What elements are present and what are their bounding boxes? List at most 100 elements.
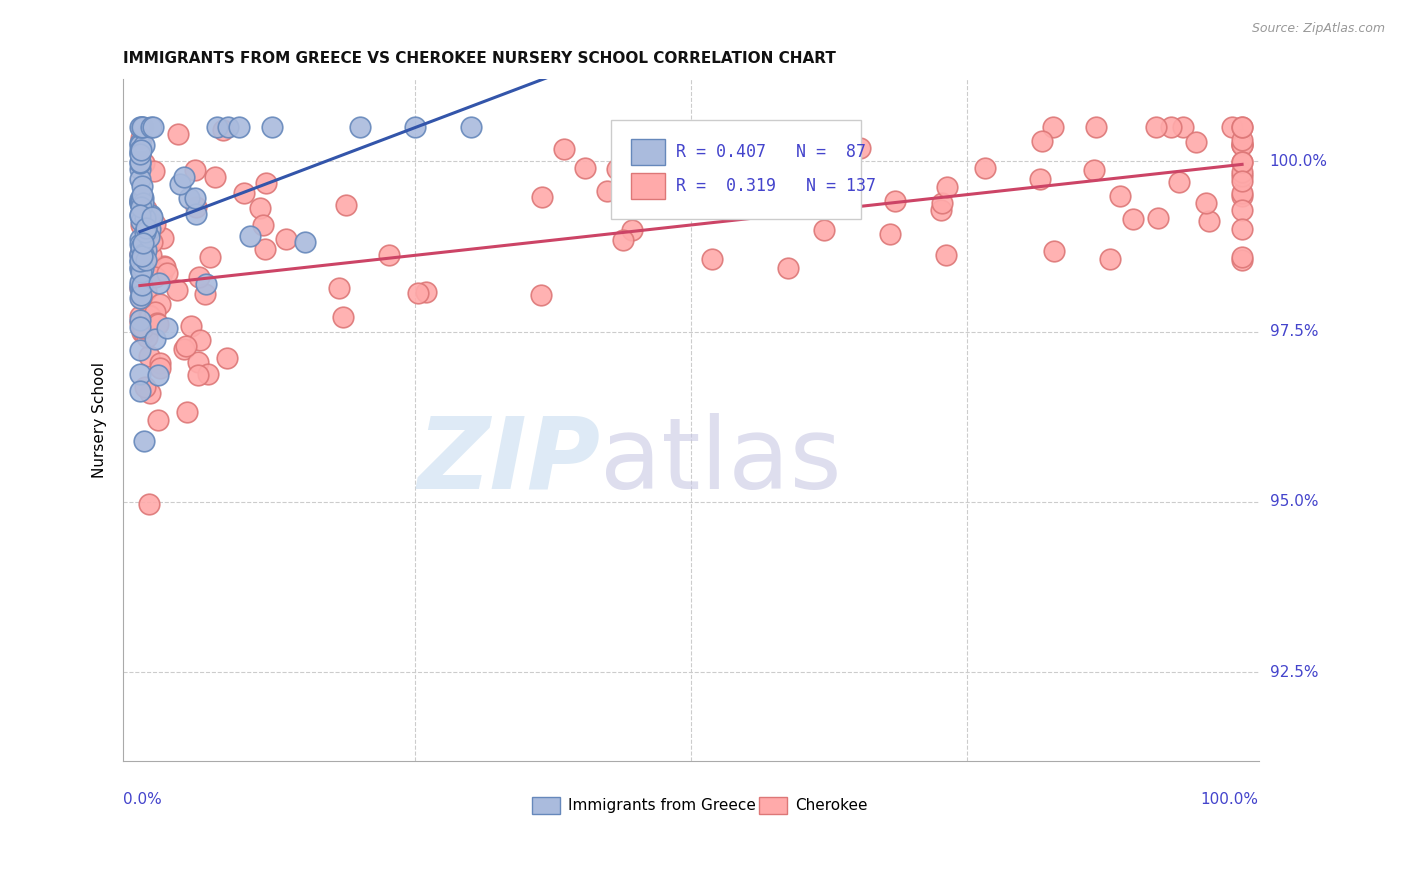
- Point: [129, 246, 152, 260]
- Point: [1230, 137, 1253, 152]
- Point: [128, 313, 150, 327]
- Point: [128, 237, 150, 252]
- Point: [141, 210, 163, 224]
- Point: [129, 240, 152, 254]
- Point: [139, 385, 162, 400]
- Point: [128, 320, 150, 334]
- Text: 0.0%: 0.0%: [124, 791, 162, 806]
- Point: [138, 497, 160, 511]
- Text: IMMIGRANTS FROM GREECE VS CHEROKEE NURSERY SCHOOL CORRELATION CHART: IMMIGRANTS FROM GREECE VS CHEROKEE NURSE…: [124, 51, 837, 66]
- Text: 97.5%: 97.5%: [1270, 324, 1319, 339]
- Point: [129, 384, 152, 399]
- Point: [406, 286, 429, 301]
- Point: [131, 249, 153, 263]
- Point: [128, 172, 150, 186]
- Point: [1160, 120, 1182, 134]
- Point: [153, 260, 176, 275]
- Point: [132, 196, 155, 211]
- Point: [1099, 252, 1122, 266]
- Point: [128, 195, 150, 210]
- Point: [132, 235, 155, 250]
- Point: [217, 120, 239, 134]
- Point: [131, 263, 153, 277]
- Point: [1230, 174, 1253, 188]
- Point: [747, 154, 769, 169]
- Point: [530, 288, 553, 302]
- Point: [883, 194, 905, 208]
- Point: [187, 269, 209, 284]
- Point: [1185, 135, 1208, 149]
- Point: [149, 360, 172, 375]
- Point: [132, 156, 155, 170]
- Point: [129, 193, 152, 207]
- Point: [813, 222, 835, 236]
- Point: [1230, 120, 1253, 134]
- Point: [143, 333, 166, 347]
- Point: [180, 319, 202, 334]
- Point: [166, 283, 188, 297]
- Point: [1031, 134, 1053, 148]
- Text: 95.0%: 95.0%: [1270, 494, 1319, 509]
- Point: [778, 260, 800, 275]
- Point: [148, 413, 170, 427]
- Point: [141, 248, 163, 262]
- Point: [142, 120, 165, 134]
- Point: [1042, 120, 1064, 134]
- Point: [169, 177, 191, 191]
- Point: [415, 285, 437, 300]
- Point: [135, 223, 157, 237]
- Point: [135, 252, 157, 267]
- Point: [378, 248, 401, 262]
- Point: [177, 192, 200, 206]
- Point: [136, 229, 159, 244]
- Point: [1230, 169, 1253, 183]
- Point: [129, 143, 152, 157]
- Text: atlas: atlas: [600, 413, 842, 509]
- Point: [129, 214, 152, 228]
- Point: [1230, 155, 1253, 169]
- Point: [1230, 155, 1253, 169]
- Point: [129, 208, 152, 222]
- Point: [1230, 133, 1253, 147]
- Point: [1195, 196, 1218, 211]
- Point: [294, 235, 316, 249]
- Point: [200, 250, 222, 264]
- Text: Cherokee: Cherokee: [796, 797, 868, 813]
- Point: [186, 200, 208, 214]
- Point: [197, 367, 219, 381]
- Point: [1230, 165, 1253, 179]
- Point: [128, 161, 150, 176]
- Point: [1122, 212, 1144, 227]
- FancyBboxPatch shape: [612, 120, 862, 219]
- Point: [143, 217, 166, 231]
- Point: [132, 321, 155, 335]
- Point: [138, 349, 160, 363]
- Point: [129, 120, 152, 134]
- Point: [404, 120, 426, 134]
- Point: [129, 274, 152, 288]
- Point: [212, 123, 235, 137]
- Point: [1230, 250, 1253, 264]
- FancyBboxPatch shape: [631, 138, 665, 164]
- Point: [1230, 222, 1253, 236]
- Point: [931, 196, 953, 211]
- Point: [139, 222, 162, 236]
- Point: [134, 137, 156, 152]
- Point: [128, 343, 150, 358]
- Point: [129, 218, 152, 232]
- Point: [138, 229, 160, 244]
- Point: [128, 232, 150, 246]
- Point: [128, 208, 150, 222]
- Point: [187, 355, 209, 369]
- Point: [132, 191, 155, 205]
- Point: [792, 166, 814, 180]
- Point: [606, 162, 628, 177]
- Point: [150, 266, 173, 280]
- Point: [1167, 175, 1189, 189]
- Point: [129, 315, 152, 329]
- Point: [149, 297, 172, 311]
- Point: [129, 254, 152, 268]
- Point: [134, 211, 156, 226]
- Point: [737, 167, 759, 181]
- Point: [129, 309, 152, 323]
